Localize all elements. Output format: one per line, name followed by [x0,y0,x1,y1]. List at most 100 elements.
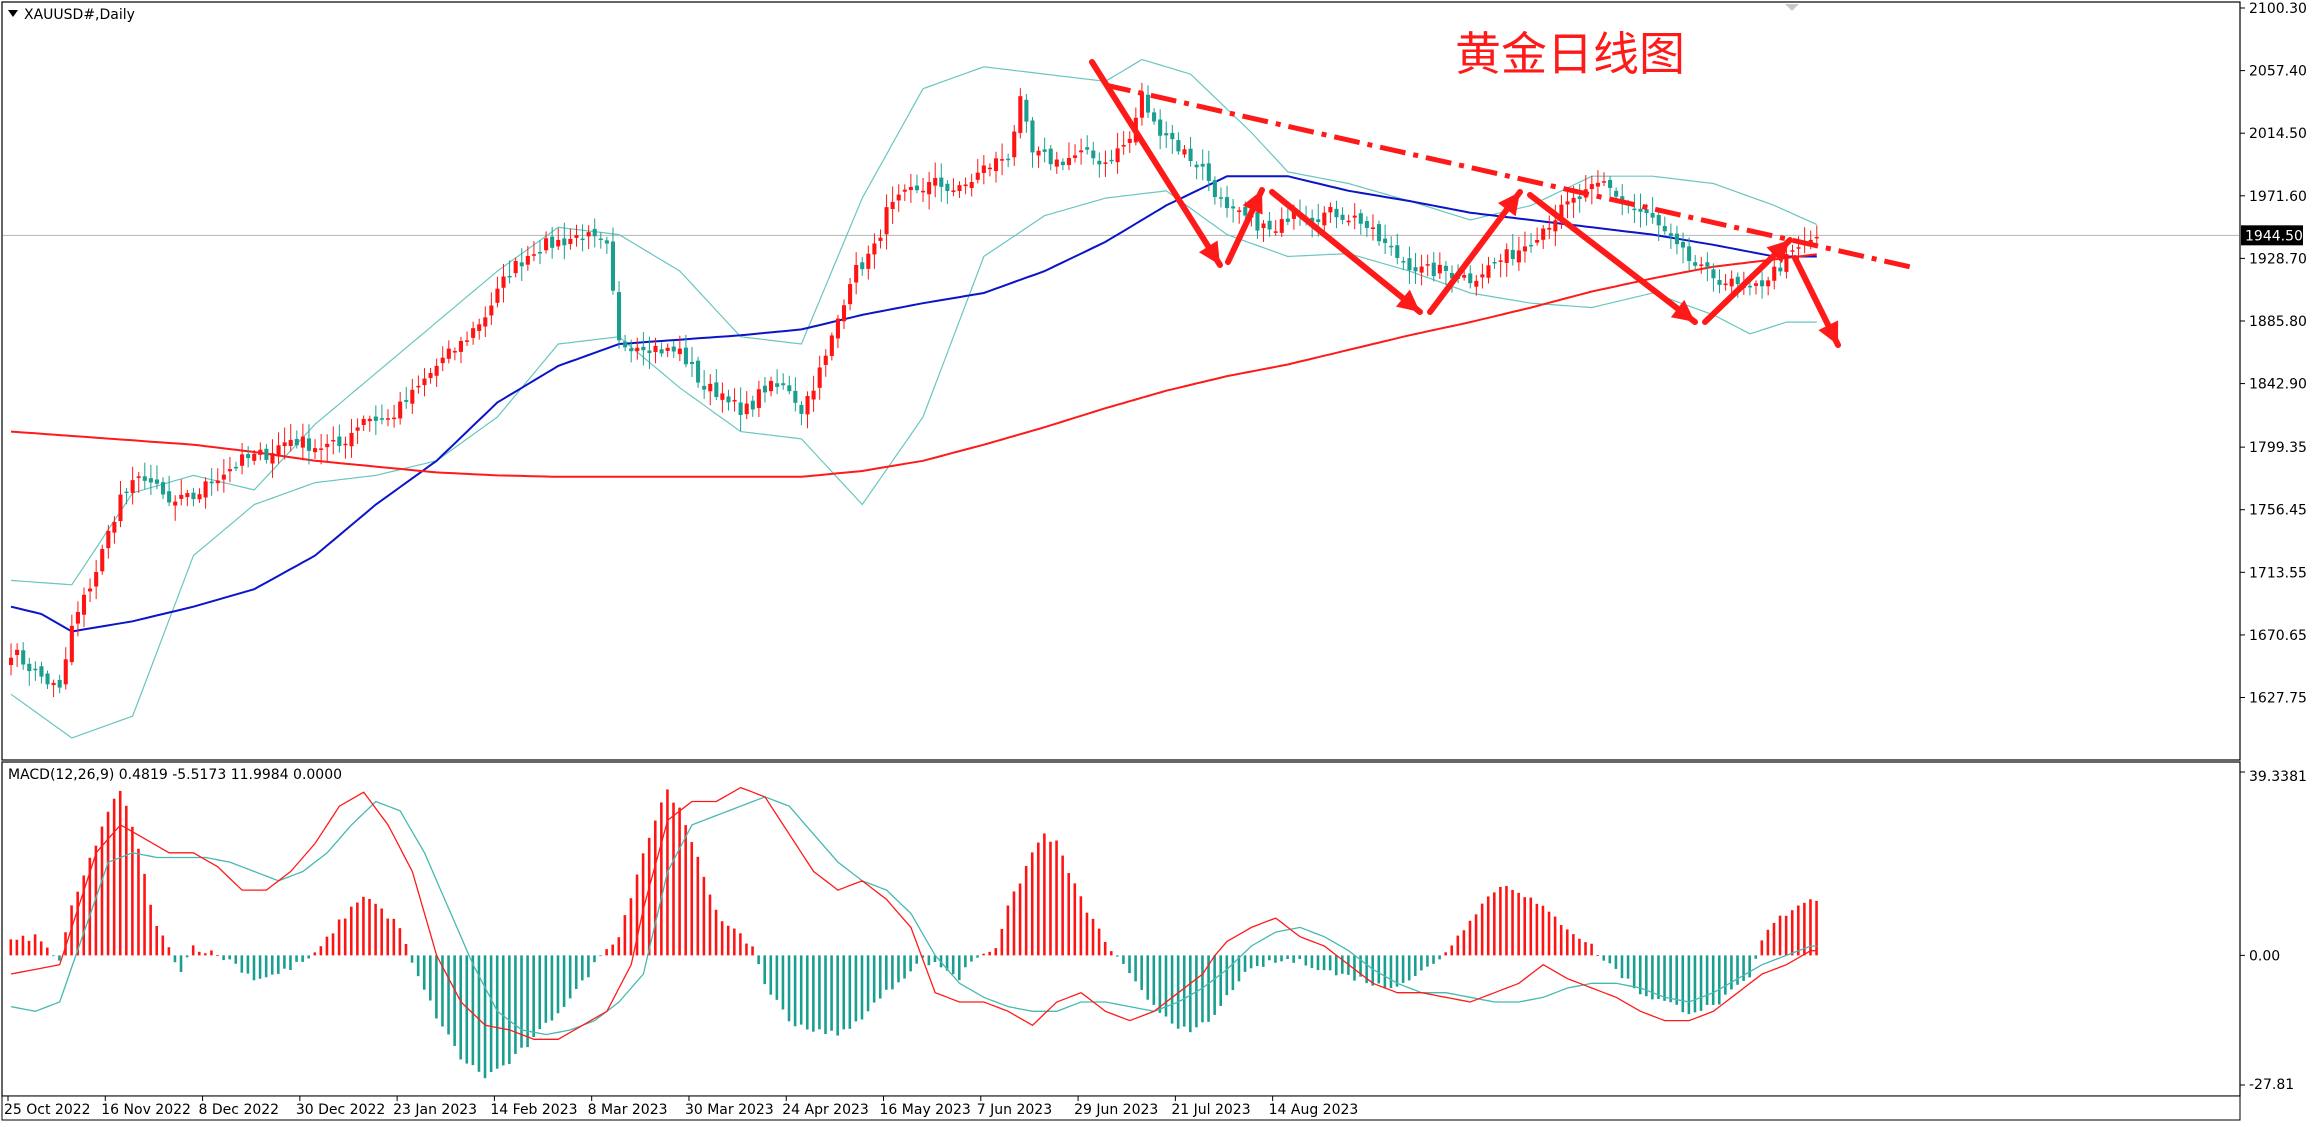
candle-body [1176,140,1181,152]
macd-histogram-bar [429,955,432,1001]
candle-body [1285,218,1290,222]
candle-body [1668,233,1673,237]
ma-blue-line [10,175,1817,633]
candle-body [240,454,245,466]
candle-body [908,186,913,191]
macd-histogram-bar [1055,840,1058,956]
macd-histogram-bar [1353,955,1356,981]
candle-body [1565,201,1570,205]
date-tick-label: 30 Dec 2022 [296,1102,385,1118]
macd-histogram-bar [258,955,262,979]
up-arrow-head [1766,240,1790,264]
candle-body [598,238,603,240]
macd-histogram-bar [301,955,304,962]
macd-histogram-bar [1687,955,1691,1015]
macd-histogram-bar [599,955,602,957]
macd-histogram-bar [1547,911,1551,956]
price-tick-label: 1670.65 [2249,628,2307,644]
price-tick-label: 1799.35 [2249,440,2307,456]
macd-histogram-bar [508,955,511,1065]
candle-body [501,276,506,288]
macd-histogram-bar [1493,892,1496,956]
candle-body [1699,264,1704,266]
macd-histogram-bar [143,873,146,956]
macd-histogram-bar [191,945,195,956]
candle-body [136,476,141,478]
macd-histogram-bar [1797,905,1800,956]
dropdown-triangle-icon[interactable] [8,10,18,17]
macd-histogram-bar [386,918,390,956]
candle-body [1705,262,1710,267]
macd-histogram-bar [1231,955,1235,991]
candle-body [1091,150,1096,159]
macd-histogram-bar [1304,955,1308,966]
candle-body [1711,269,1716,279]
price-tick-label: 1885.80 [2249,314,2307,330]
macd-histogram-bar [1529,897,1533,956]
macd-histogram-bar [623,915,627,956]
macd-histogram-bar [1176,955,1180,1029]
candle-body [1109,159,1114,162]
candle-body [884,207,889,235]
candle-body [1492,261,1497,264]
macd-histogram-bar [1730,955,1733,990]
macd-histogram-bar [982,953,985,956]
candle-body [550,236,555,248]
macd-histogram-bar [538,955,542,1030]
macd-histogram-bar [1371,955,1374,986]
macd-histogram-bar [1748,955,1751,978]
candle-body [1225,197,1230,209]
macd-histogram-bar [1596,955,1599,956]
macd-histogram-bar [617,937,621,956]
scroll-marker-icon[interactable] [1785,4,1799,11]
macd-histogram-bar [587,955,590,978]
candle-body [1577,196,1582,200]
macd-histogram-bar [1742,955,1745,981]
macd-histogram-bar [70,905,73,956]
macd-histogram-bar [222,955,225,961]
candle-body [945,183,950,192]
macd-histogram-bar [1651,955,1654,1000]
macd-histogram-bar [1097,928,1101,956]
macd-histogram-bar [805,955,809,1030]
candle-body [398,401,403,419]
candle-body [446,348,451,359]
candle-body [124,491,129,494]
date-axis: 25 Oct 2022 16 Nov 2022 8 Dec 2022 30 Dec 2… [4,1096,1358,1118]
macd-histogram-bar [149,904,152,956]
macd-histogram-bar [1213,955,1216,1015]
macd-histogram-bar [313,952,317,956]
macd-histogram-bar [94,845,98,956]
candle-body [647,350,652,354]
candle-body [914,185,919,191]
candle-body [1516,250,1521,263]
macd-histogram-bar [1778,915,1782,956]
candle-body [1449,273,1455,279]
macd-histogram-bar [660,802,663,956]
candle-body [1778,267,1783,272]
macd-histogram-bar [1809,899,1812,956]
macd-histogram-bar [1590,943,1593,956]
candle-body [319,448,324,450]
candle-body [1535,239,1540,243]
candle-body [471,328,476,338]
date-tick-label: 23 Jan 2023 [393,1102,477,1118]
macd-histogram-bar [100,826,104,956]
macd-histogram-bar [289,955,292,971]
candle-body [1395,245,1400,258]
price-tick-label: 1842.90 [2249,377,2307,393]
candle-body [191,492,196,500]
macd-histogram-bar [234,955,238,964]
macd-histogram-bar [131,826,134,956]
bollinger-lower-line [10,190,1817,739]
chart-annotation-title: 黄金日线图 [1455,27,1685,81]
date-tick-label: 24 Apr 2023 [782,1102,869,1118]
macd-histogram-bar [1359,955,1362,977]
candle-body [416,385,421,388]
candle-body [866,253,871,269]
macd-histogram-bar [775,955,779,1000]
date-tick-label: 29 Jun 2023 [1074,1102,1158,1118]
macd-histogram-bar [1578,938,1581,956]
candle-body [1279,219,1284,233]
